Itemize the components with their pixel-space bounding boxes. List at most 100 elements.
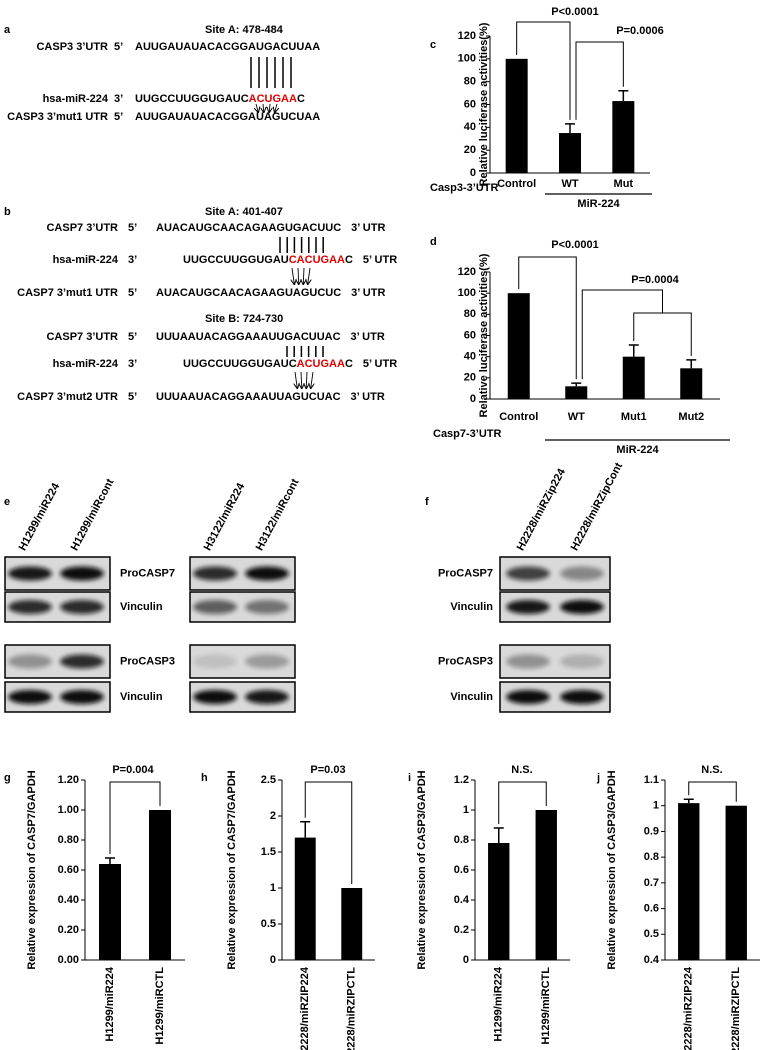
blot-band — [560, 600, 604, 614]
sequence: UUGCCUUGGUGAUCACUGAAC 5’ UTR — [183, 254, 397, 266]
y-tick-label: 40 — [464, 121, 476, 133]
y-tick-label: 0.6 — [454, 864, 469, 876]
y-tick-label: 2 — [270, 810, 276, 822]
y-tick-label: 0 — [463, 954, 469, 966]
y-tick-label: 20 — [464, 372, 476, 384]
x-tick-label: H1299/miRCTL — [540, 967, 552, 1045]
error-bar — [618, 90, 629, 102]
row-end: 5’ — [114, 41, 123, 53]
sequence-part: ACUGAA — [249, 93, 297, 105]
y-tick-label: 1 — [653, 800, 659, 812]
lane-label: H1299/miR224 — [17, 480, 63, 552]
error-bar — [628, 344, 639, 357]
x-tick-label: Mut1 — [621, 411, 647, 423]
y-tick-label: 0 — [470, 167, 476, 179]
error-bar — [565, 123, 575, 134]
mutation-arrow — [306, 371, 307, 388]
error-bar — [105, 857, 115, 864]
y-tick-label: 0.80 — [58, 834, 79, 846]
y-tick-label: 1 — [463, 804, 469, 816]
y-tick-label: 0.20 — [58, 924, 79, 936]
blot-band — [193, 566, 237, 581]
error-bar — [683, 798, 694, 804]
y-tick-label: 0 — [470, 393, 476, 405]
blot-band — [506, 654, 550, 669]
mutation-arrow — [256, 103, 258, 112]
annotation: P=0.03 — [310, 764, 345, 776]
mutation-arrow — [263, 103, 264, 112]
sequence: AUACAUGCAACAGAAGUAGUCUC 3’ UTR — [156, 287, 385, 299]
row-end: 3’ — [128, 358, 137, 370]
blot-band — [8, 566, 52, 581]
y-tick-label: 1.20 — [58, 774, 79, 786]
row-label: hsa-miR-224 — [53, 254, 119, 266]
blot-band — [245, 654, 289, 669]
row-label: CASP7 3’UTR — [46, 222, 118, 234]
y-tick-label: 0.60 — [58, 864, 79, 876]
sequence: UUGCCUUGGUGAUCACUGAAC — [135, 93, 305, 105]
bar — [680, 368, 703, 399]
site-label: Site A: 478-484 — [205, 24, 284, 36]
mutation-arrow — [301, 371, 302, 388]
blot-band — [560, 690, 604, 704]
panel-label: a — [4, 24, 11, 36]
sequence: UUUAAUACAGGAAAUUGACUUAC 3’ UTR — [156, 331, 385, 343]
significance-bracket — [633, 312, 692, 356]
blot-row-label: ProCASP3 — [438, 655, 493, 667]
blot-band — [245, 566, 289, 581]
lane-label: H3122/miR224 — [202, 480, 248, 552]
sequence: AUUGAUAUACACGGAUGACUUAA — [135, 41, 320, 53]
y-tick-label: 0.40 — [58, 894, 79, 906]
row-end: 5’ — [128, 287, 137, 299]
y-tick-label: 0 — [270, 954, 276, 966]
mutation-arrow — [292, 267, 294, 284]
y-tick-label: 0.8 — [454, 834, 469, 846]
sequence: AUUGAUAUACACGGAUAGUCUAA — [135, 111, 320, 123]
y-tick-label: 2.5 — [261, 774, 276, 786]
sequence-part: CACUGAA — [289, 254, 345, 266]
y-axis-title: Relative luciferase activities(%) — [478, 253, 490, 417]
row-label: CASP7 3’UTR — [46, 331, 118, 343]
y-tick-label: 1.2 — [454, 774, 469, 786]
sequence: UUGCCUUGGUGAUCACUGAAC 5’ UTR — [183, 358, 397, 370]
row-end: 5’ — [128, 391, 137, 403]
row-tail: 5’ UTR — [363, 358, 397, 370]
row-tail: 5’ UTR — [363, 254, 397, 266]
y-tick-label: 1.5 — [261, 846, 276, 858]
blot-row-label: Vinculin — [120, 691, 163, 703]
y-tick-label: 1.00 — [58, 804, 79, 816]
panel-label: d — [430, 236, 437, 248]
blot-row-label: Vinculin — [450, 601, 493, 613]
annotation: N.S. — [701, 764, 722, 776]
sequence-part: UUUAAUACAGGAAAUUAGUCUAC — [156, 391, 341, 403]
lane-label: H2228/miRZipCont — [569, 460, 626, 552]
bar — [612, 101, 635, 173]
row-label: CASP3 3’mut1 UTR — [7, 111, 108, 123]
sequence: UUUAAUACAGGAAAUUAGUCUAC 3’ UTR — [156, 391, 385, 403]
significance-bracket — [575, 41, 624, 120]
x-tick-label: Mut2 — [678, 411, 704, 423]
sequence-part: AUUGAUAUACACGGAUAGUCUAA — [135, 111, 320, 123]
significance-bracket — [109, 781, 161, 854]
sequence-part: UUGCCUUGGUGAU — [183, 254, 289, 266]
y-tick-label: 0.00 — [58, 954, 79, 966]
group-label: MiR-224 — [577, 198, 620, 210]
y-tick-label: 120 — [458, 30, 476, 42]
row-end: 5’ — [114, 111, 123, 123]
row-label: CASP3 3’UTR — [36, 41, 108, 53]
bar — [149, 810, 171, 960]
y-tick-label: 0.4 — [454, 894, 470, 906]
panel-label: b — [4, 206, 11, 218]
y-tick-label: 0.2 — [454, 924, 469, 936]
blot-band — [560, 566, 604, 581]
panel-label: e — [4, 496, 10, 508]
bar — [725, 805, 747, 960]
bar — [535, 810, 557, 960]
blot-row-label: Vinculin — [450, 691, 493, 703]
x-tick-label: WT — [568, 411, 585, 423]
mutation-arrow — [303, 267, 304, 284]
sequence-part: ACUGAA — [297, 358, 345, 370]
panel-label: i — [408, 772, 411, 784]
annotation: P=0.0006 — [616, 25, 663, 37]
